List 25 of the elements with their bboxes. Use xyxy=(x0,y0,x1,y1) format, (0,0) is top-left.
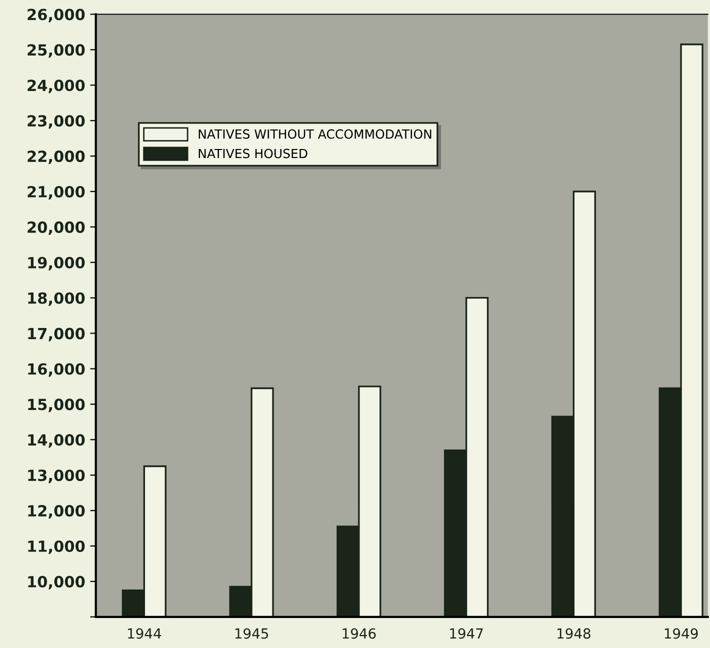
y-tick-label: 18,000 xyxy=(28,292,85,306)
y-tick-label: 12,000 xyxy=(28,505,85,519)
y-tick-label: 22,000 xyxy=(28,150,85,164)
y-tick-label: 10,000 xyxy=(28,576,85,590)
y-tick-label: 15,000 xyxy=(28,398,85,412)
y-tick-label: 14,000 xyxy=(28,434,85,448)
x-tick-label: 1947 xyxy=(450,628,483,639)
y-tick-label: 11,000 xyxy=(28,540,85,554)
y-tick-label: 25,000 xyxy=(28,44,85,58)
y-tick-label: 13,000 xyxy=(28,470,85,484)
y-tick-label: 19,000 xyxy=(28,256,85,270)
y-tick-label: 24,000 xyxy=(28,80,85,94)
legend-label: NATIVES WITHOUT ACCOMMODATION xyxy=(198,129,432,139)
x-tick-label: 1948 xyxy=(558,628,590,639)
x-tick-label: 1949 xyxy=(664,628,698,639)
x-tick-label: 1945 xyxy=(235,628,268,639)
y-tick-label: 23,000 xyxy=(28,115,85,129)
x-tick-label: 1946 xyxy=(342,628,376,639)
y-tick-label: 17,000 xyxy=(28,328,85,342)
y-tick-label: 21,000 xyxy=(28,186,85,200)
legend-label: NATIVES HOUSED xyxy=(198,148,308,158)
y-tick-label: 26,000 xyxy=(28,8,85,22)
y-tick-label: 16,000 xyxy=(28,363,85,377)
x-tick-label: 1944 xyxy=(128,628,162,639)
y-tick-label: 20,000 xyxy=(28,221,85,235)
